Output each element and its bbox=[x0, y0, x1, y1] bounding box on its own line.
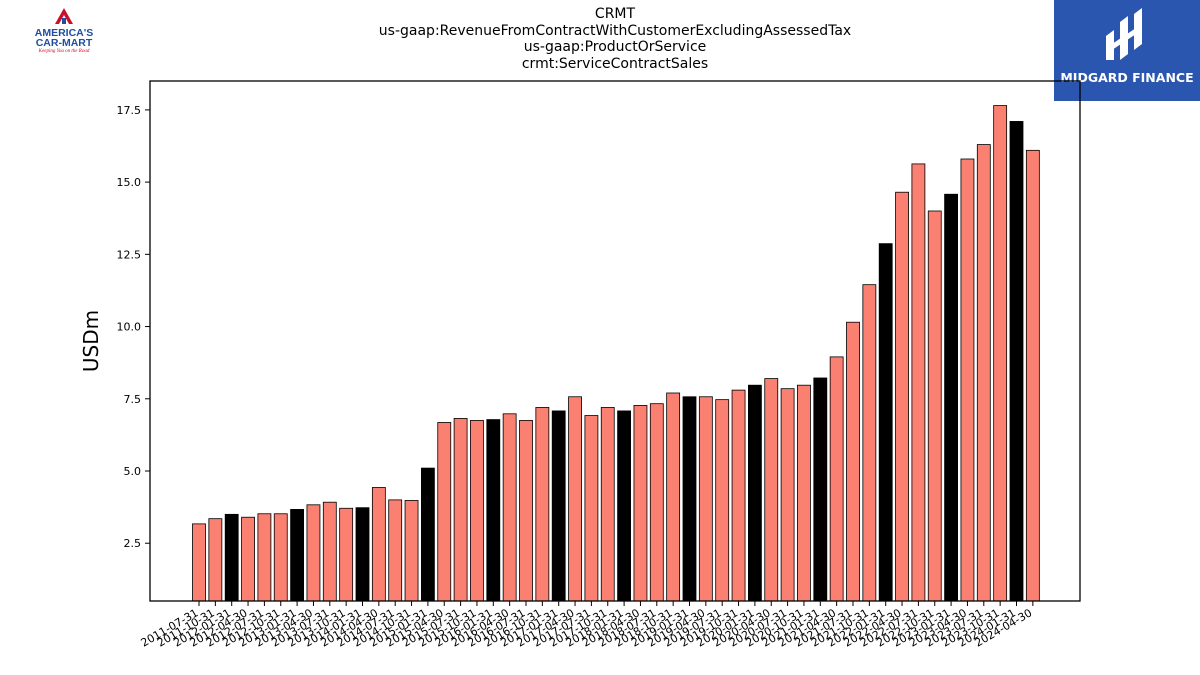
bar-2016-04-30 bbox=[502, 413, 517, 602]
bar-2024-04-30 bbox=[1025, 149, 1040, 602]
bar-2017-01-31 bbox=[551, 410, 566, 602]
chart-title-line: CRMT bbox=[594, 6, 636, 22]
bar-2013-10-31 bbox=[339, 507, 354, 602]
bar-2021-04-30 bbox=[829, 356, 844, 602]
midgard-finance-logo: MIDGARD FINANCE bbox=[1054, 0, 1200, 101]
bar-2020-07-31 bbox=[780, 388, 795, 602]
y-tick-label: 5.0 bbox=[124, 465, 142, 478]
bar-2017-07-31 bbox=[584, 415, 599, 602]
bar-2023-07-31 bbox=[976, 144, 991, 602]
bar-2016-10-31 bbox=[535, 407, 550, 602]
bar-2021-01-31 bbox=[813, 377, 828, 602]
y-tick-label: 15.0 bbox=[117, 176, 142, 189]
bar-2018-10-31 bbox=[666, 392, 681, 602]
bar-2020-10-31 bbox=[797, 384, 811, 602]
y-tick-label: 7.5 bbox=[124, 393, 142, 406]
y-tick-label: 10.0 bbox=[117, 321, 142, 334]
bar-2019-01-31 bbox=[682, 396, 697, 602]
y-axis-label: USDm bbox=[79, 310, 103, 372]
bar-2023-10-31 bbox=[993, 105, 1008, 602]
bar-2022-10-31 bbox=[927, 210, 942, 602]
bar-2022-04-30 bbox=[895, 191, 909, 602]
bar-2014-01-31 bbox=[355, 507, 370, 602]
y-tick-label: 12.5 bbox=[117, 248, 142, 261]
bar-2012-07-31 bbox=[257, 513, 272, 602]
y-tick-label: 17.5 bbox=[117, 104, 142, 117]
bar-2015-07-31 bbox=[453, 418, 468, 602]
midgard-emblem-icon bbox=[1106, 8, 1142, 60]
bars-group bbox=[192, 105, 1040, 602]
logo-line1: AMERICA'S bbox=[34, 27, 94, 39]
bar-2014-04-30 bbox=[371, 487, 386, 602]
bar-2021-10-31 bbox=[862, 284, 877, 602]
bar-2012-01-31 bbox=[224, 513, 239, 602]
bar-2015-04-30 bbox=[437, 422, 452, 602]
bar-2022-07-31 bbox=[911, 163, 926, 602]
bar-2018-04-30 bbox=[633, 405, 648, 602]
plot-frame bbox=[149, 80, 1081, 602]
bar-2015-10-31 bbox=[470, 420, 484, 602]
logo-tagline: Keeping You on the Road bbox=[38, 49, 90, 54]
bar-2016-07-31 bbox=[519, 420, 533, 602]
bar-2015-01-31 bbox=[420, 467, 435, 602]
bar-2022-01-31 bbox=[878, 243, 893, 602]
bar-2024-01-31 bbox=[1009, 121, 1024, 602]
bar-2018-07-31 bbox=[649, 403, 664, 602]
chart-title-line: us-gaap:RevenueFromContractWithCustomerE… bbox=[378, 22, 852, 39]
bar-2023-01-31 bbox=[944, 193, 958, 602]
americas-car-mart-logo: AMERICA'S CAR-MART Keeping You on the Ro… bbox=[22, 6, 106, 62]
x-axis: 2011-07-312011-10-312012-01-312012-04-30… bbox=[139, 601, 1034, 650]
y-axis: 2.5 5.0 7.5 10.0 12.5 15.0 17.5 bbox=[117, 104, 150, 550]
bar-2017-04-30 bbox=[568, 396, 582, 602]
bar-2012-04-30 bbox=[241, 516, 255, 602]
bar-2023-04-30 bbox=[960, 158, 975, 602]
bar-2019-07-31 bbox=[715, 399, 730, 602]
bar-2019-04-30 bbox=[698, 396, 713, 602]
bar-2013-07-31 bbox=[322, 501, 337, 602]
bar-2013-01-31 bbox=[290, 509, 305, 602]
bar-2020-01-31 bbox=[748, 384, 762, 602]
bar-2013-04-30 bbox=[306, 504, 321, 602]
bar-2012-10-31 bbox=[273, 513, 288, 602]
bar-2011-10-31 bbox=[208, 518, 223, 602]
logo-line2: CAR-MART bbox=[35, 37, 93, 49]
bar-2021-07-31 bbox=[846, 321, 860, 602]
logo-emblem-icon bbox=[55, 8, 73, 24]
bar-2020-04-30 bbox=[764, 378, 779, 602]
bar-2014-10-31 bbox=[404, 500, 419, 602]
midgard-finance-name: MIDGARD FINANCE bbox=[1060, 70, 1194, 85]
bar-2018-01-31 bbox=[617, 410, 631, 602]
chart-title-line: crmt:ServiceContractSales bbox=[521, 55, 709, 72]
bar-2017-10-31 bbox=[600, 407, 615, 602]
bar-2014-07-31 bbox=[388, 499, 403, 602]
bar-2016-01-31 bbox=[486, 419, 501, 602]
chart-title-line: us-gaap:ProductOrService bbox=[523, 39, 707, 55]
y-tick-label: 2.5 bbox=[124, 537, 142, 550]
chart-title: CRMT us-gaap:RevenueFromContractWithCusto… bbox=[150, 6, 1080, 72]
bar-2011-07-31 bbox=[192, 523, 206, 602]
bar-2019-10-31 bbox=[731, 389, 746, 602]
